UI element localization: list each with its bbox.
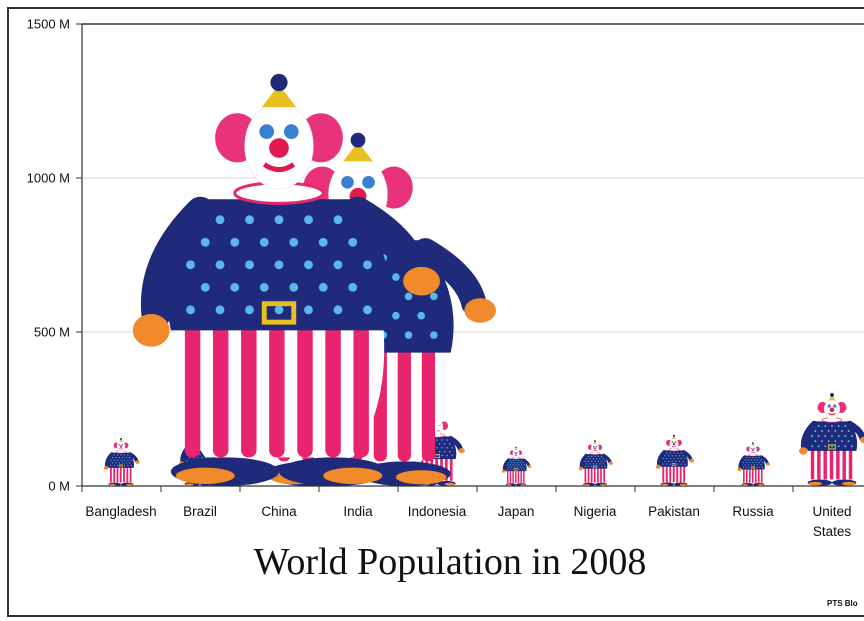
y-tick-label: 1500 M — [27, 17, 70, 32]
category-label: Japan — [498, 504, 535, 519]
bar-china — [132, 73, 440, 486]
bar-japan — [502, 446, 532, 487]
bar-russia — [737, 442, 771, 486]
category-label: India — [343, 504, 373, 519]
category-label: Nigeria — [574, 504, 617, 519]
category-label: Indonesia — [408, 504, 467, 519]
category-label: China — [261, 504, 297, 519]
category-label: Brazil — [183, 504, 217, 519]
y-tick-label: 1000 M — [27, 171, 70, 186]
credit-text: PTS Blo — [827, 599, 858, 608]
y-tick-label: 0 M — [48, 479, 70, 494]
bar-nigeria — [578, 440, 613, 487]
bar-pakistan — [655, 434, 694, 487]
category-label: States — [813, 524, 852, 539]
x-axis: Bangladesh Brazil China India Indonesia Japan… — [81, 485, 864, 539]
category-label: United — [812, 504, 851, 519]
chart-title: World Population in 2008 — [253, 541, 647, 583]
category-label: Bangladesh — [85, 504, 156, 519]
category-label: Russia — [732, 504, 774, 519]
clown-bars — [103, 73, 864, 487]
bar-united-states — [799, 393, 864, 486]
y-tick-label: 500 M — [34, 325, 70, 340]
category-label: Pakistan — [648, 504, 700, 519]
bar-bangladesh — [103, 437, 140, 486]
y-axis: 0 M 500 M 1000 M 1500 M — [27, 17, 83, 494]
